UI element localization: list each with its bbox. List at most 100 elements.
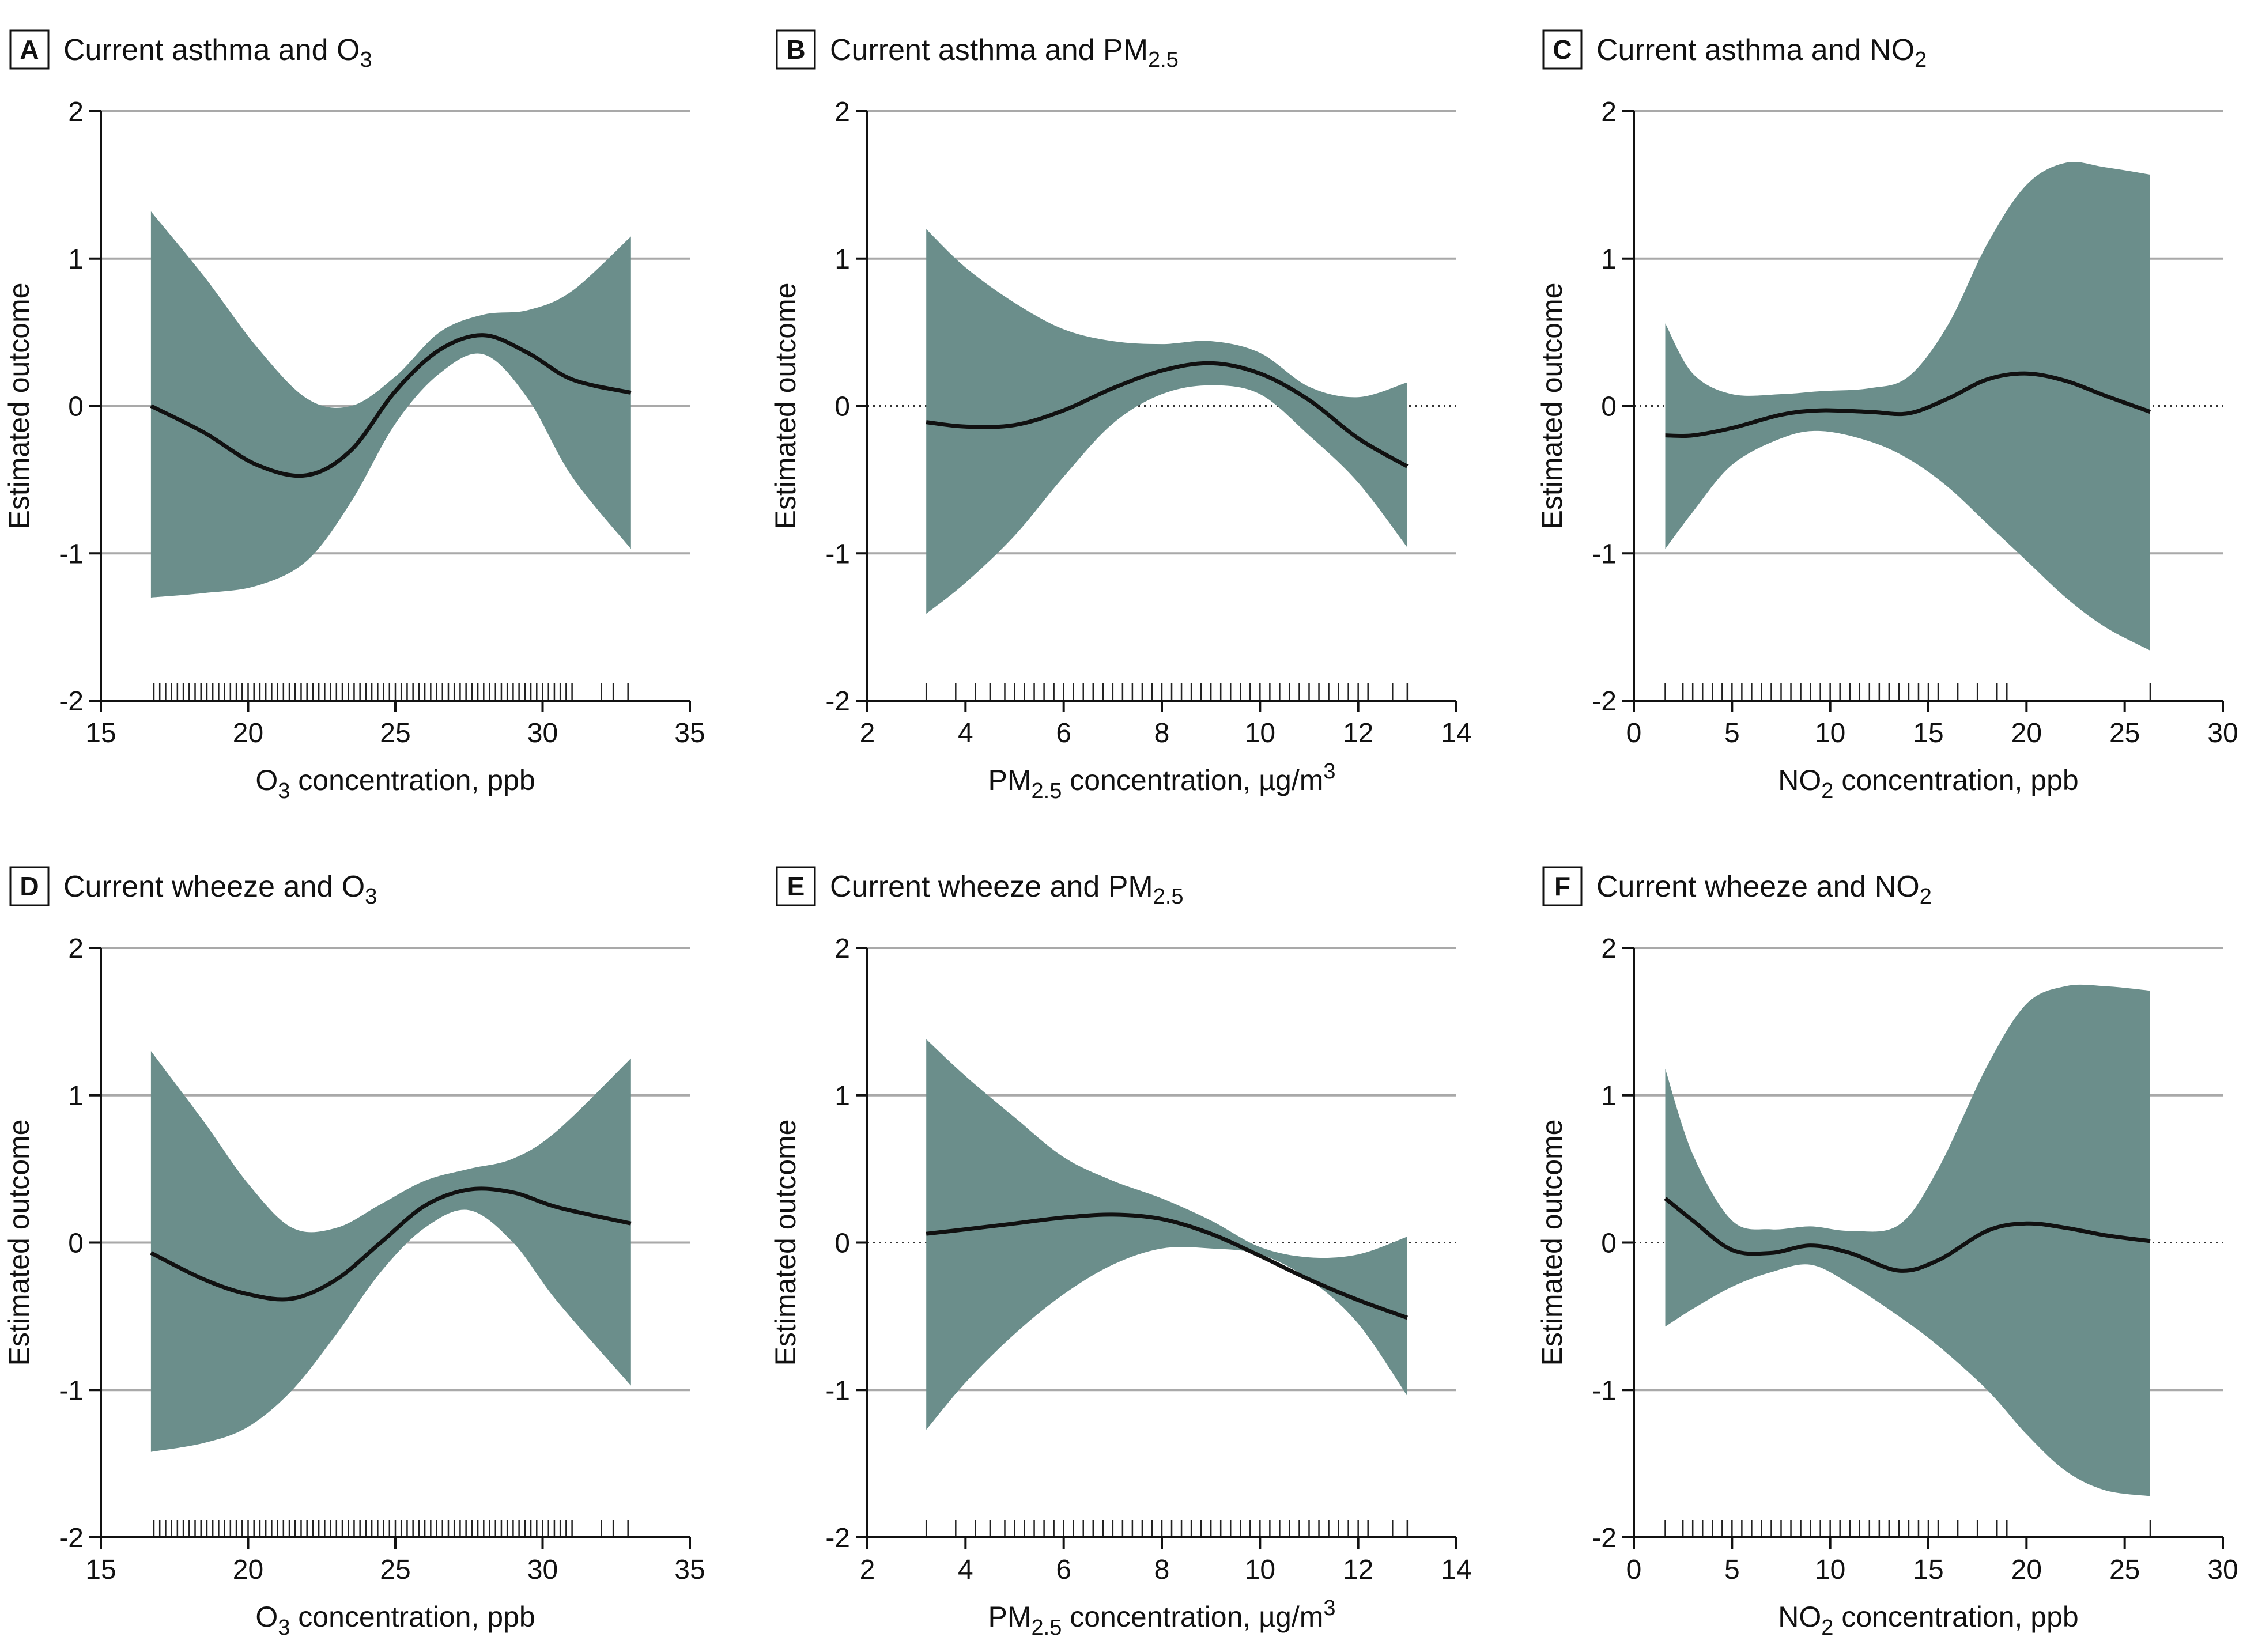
panel-e-x-tick-label: 8 [1154,1555,1170,1585]
panel-a-x-tick-label: 30 [527,718,558,748]
panel-a: A Current asthma and O3 -2 -1 0 1 2 15 20 25 30 35 O… [3,29,705,803]
panel-a-title: Current asthma and O3 [63,33,372,72]
panel-b-x-tick-label: 8 [1154,718,1170,748]
panel-e-y-axis-label: Estimated outcome [769,1120,802,1366]
panel-c-x-tick-label: 0 [1626,718,1642,748]
panel-c-x-axis-label: NO2 concentration, ppb [1778,764,2078,803]
panel-f-x-tick-label: 20 [2011,1555,2042,1585]
panel-d-y-tick-label: -1 [59,1375,84,1406]
panel-a-x-tick-label: 35 [674,718,705,748]
panel-f-estimate-line [1664,1197,2151,1273]
panel-f-x-tick-label: 15 [1913,1555,1943,1585]
panel-a-y-tick-label: 2 [68,97,84,127]
panel-b-x-tick-label: 10 [1245,718,1275,748]
panel-e-x-tick-label: 6 [1056,1555,1071,1585]
panel-f-x-axis-label: NO2 concentration, ppb [1778,1601,2078,1640]
panel-d-y-tick-label: -2 [59,1523,84,1553]
panel-e-x-tick-label: 14 [1441,1555,1471,1585]
panel-f-rug [1664,1520,2151,1537]
panel-c-x-tick-label: 20 [2011,718,2042,748]
panel-f-y-tick-label: 0 [1601,1228,1617,1259]
panel-a-rug [153,683,629,701]
panel-d-y-axis-label: Estimated outcome [3,1120,35,1366]
panel-c-x-tick-label: 10 [1815,718,1845,748]
panel-a-y-axis-label: Estimated outcome [3,283,35,530]
panel-e-letter: E [787,871,805,901]
panel-c-y-tick-label: 2 [1601,97,1617,127]
panel-b-x-tick-label: 6 [1056,718,1071,748]
panel-a-y-tick-label: 0 [68,392,84,422]
panel-e-y-tick-label: -1 [825,1375,850,1406]
panel-d-x-tick-label: 15 [85,1555,116,1585]
panel-f-x-tick-label: 5 [1724,1555,1740,1585]
panel-b-x-tick-label: 4 [958,718,973,748]
panel-f-letter-box [1542,866,1583,906]
panel-c-x-tick-label: 25 [2109,718,2140,748]
panel-a-letter-box [9,29,50,70]
panel-e-confidence-band [926,1039,1407,1430]
panel-e-y-tick-label: 1 [834,1081,850,1112]
panel-c-y-axis-label: Estimated outcome [1536,283,1568,530]
panel-a-x-tick-label: 15 [85,718,116,748]
panel-d-y-tick-label: 2 [68,933,84,964]
panel-f-y-tick-label: 2 [1601,933,1617,964]
panel-a-y-tick-label: -2 [59,686,84,717]
panel-c-x-tick-label: 30 [2207,718,2238,748]
panel-c-y-tick-label: -2 [1592,686,1617,717]
panel-d-x-axis-label: O3 concentration, ppb [255,1601,535,1640]
panel-b-y-tick-label: -1 [825,539,850,569]
panel-f-x-tick-label: 10 [1815,1555,1845,1585]
panel-b-x-tick-label: 12 [1343,718,1373,748]
panel-c-x-tick-label: 15 [1913,718,1943,748]
panel-b-y-tick-label: 2 [834,97,850,127]
panel-d-letter: D [20,871,39,901]
panel-d-x-tick-label: 35 [674,1555,705,1585]
panel-b-letter: B [786,35,805,65]
panel-f-y-axis-label: Estimated outcome [1536,1120,1568,1366]
panel-a-y-tick-label: -1 [59,539,84,569]
panel-b-estimate-line [926,361,1409,468]
panel-b-y-tick-label: 1 [834,244,850,275]
panel-e-title: Current wheeze and PM2.5 [830,870,1184,909]
panel-b-x-tick-label: 14 [1441,718,1471,748]
panel-b-y-tick-label: -2 [825,686,850,717]
panel-e-x-tick-label: 10 [1245,1555,1275,1585]
panel-a-letter: A [20,35,39,65]
panel-f-letter: F [1554,871,1570,901]
panel-c-rug [1664,683,2151,701]
panel-f-title: Current wheeze and NO2 [1596,870,1932,909]
panel-b-rug [925,683,1409,701]
panel-e-estimate-line [926,1212,1408,1320]
panel-f-x-tick-label: 25 [2109,1555,2140,1585]
panel-d-x-tick-label: 25 [380,1555,410,1585]
panel-e-x-tick-label: 2 [860,1555,875,1585]
panel-a-confidence-band [150,211,631,598]
panel-b-confidence-band [926,229,1407,614]
panel-a-x-tick-label: 20 [233,718,263,748]
panel-d-title: Current wheeze and O3 [63,870,377,909]
panel-b-x-tick-label: 2 [860,718,875,748]
panel-d-y-tick-label: 0 [68,1228,84,1259]
panel-b-title: Current asthma and PM2.5 [830,33,1179,72]
panel-e-x-tick-label: 4 [958,1555,973,1585]
panel-c-y-tick-label: 0 [1601,392,1617,422]
panel-b-x-axis-label: PM2.5 concentration, µg/m3 [988,759,1336,803]
panel-e-rug [925,1520,1409,1537]
panel-c-confidence-band [1665,162,2150,651]
panel-a-y-tick-label: 1 [68,244,84,275]
panel-d-x-tick-label: 20 [233,1555,263,1585]
panel-f-x-tick-label: 0 [1626,1555,1642,1585]
panel-c-letter: C [1553,35,1572,65]
panel-c-y-tick-label: -1 [1592,539,1617,569]
panel-e-x-axis-label: PM2.5 concentration, µg/m3 [988,1596,1336,1640]
panel-e-letter-box [776,866,816,906]
panel-f-y-tick-label: -1 [1592,1375,1617,1406]
panel-d-y-tick-label: 1 [68,1081,84,1112]
panel-d-rug [153,1520,629,1537]
panel-d-confidence-band [150,1051,631,1452]
panel-b-y-axis-label: Estimated outcome [769,283,802,530]
